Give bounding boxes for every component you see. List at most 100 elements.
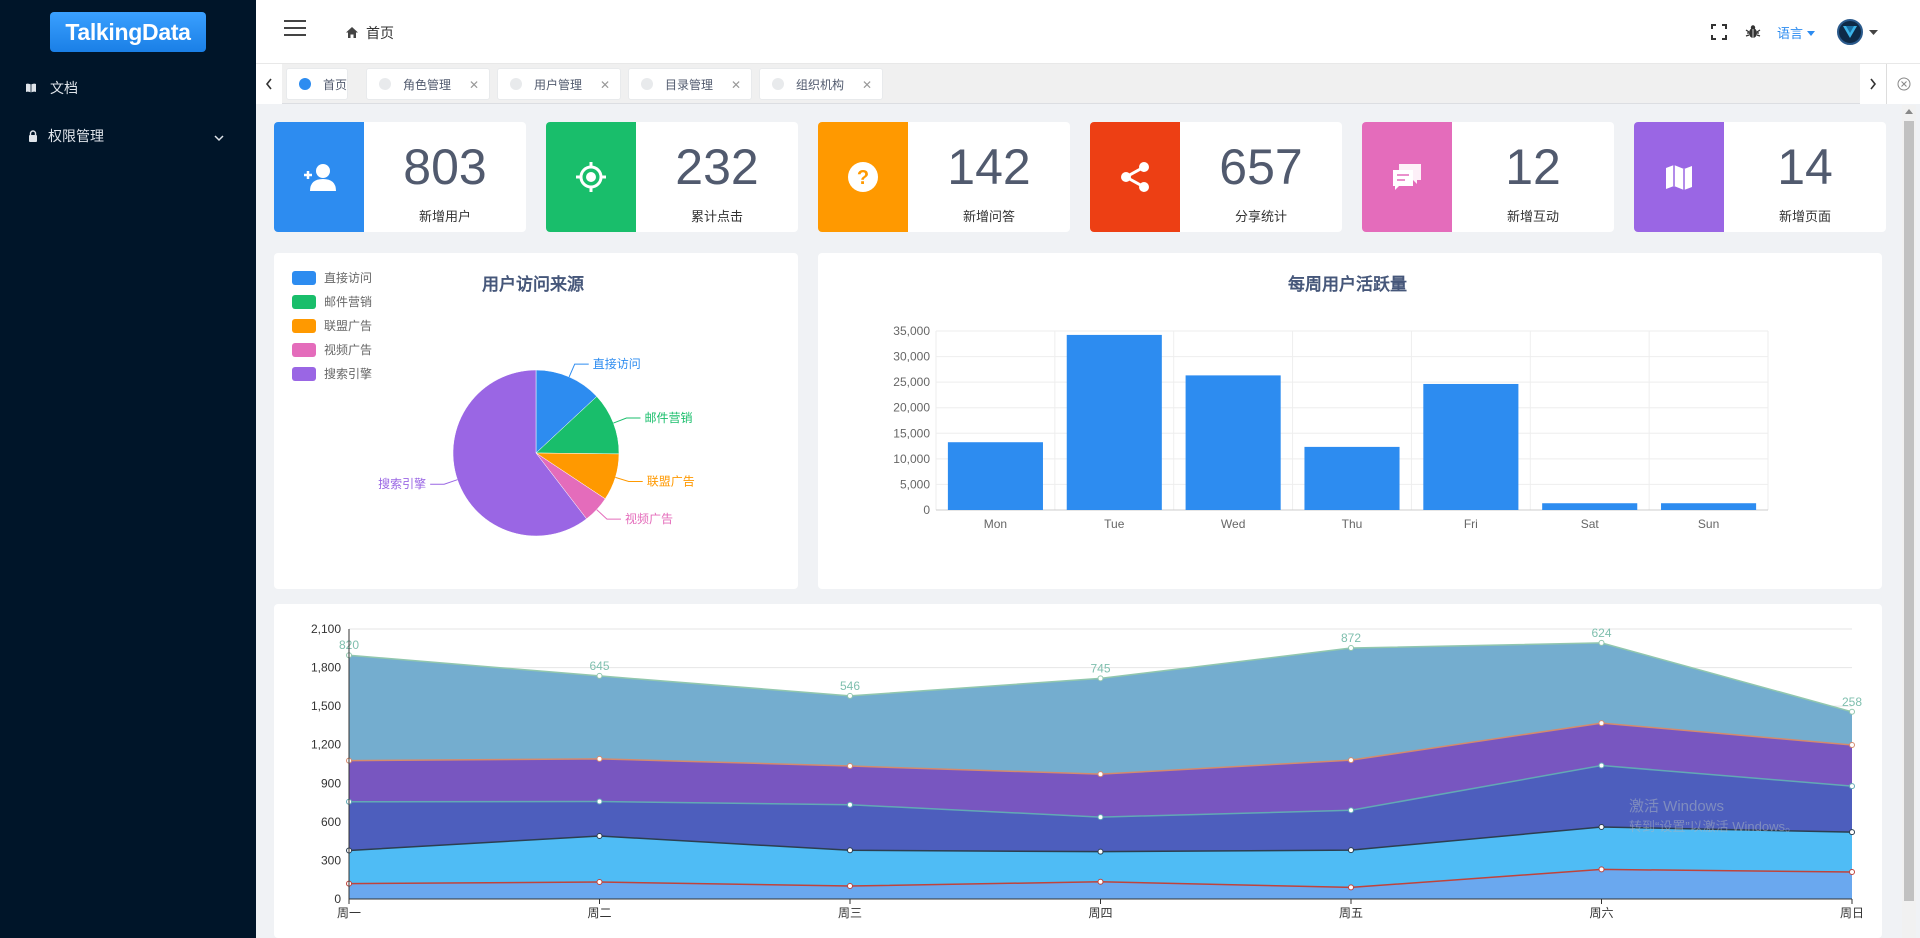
data-point — [1348, 884, 1354, 891]
tab-home[interactable]: 首页 — [286, 68, 348, 100]
pie-label: 邮件营销 — [644, 411, 692, 425]
pie-leader-line — [430, 479, 458, 485]
chevron-down-icon[interactable] — [214, 129, 224, 145]
caret-down-icon — [1807, 25, 1815, 40]
legend-label: 视频广告 — [324, 342, 372, 357]
data-point — [1849, 869, 1855, 875]
pie-label: 联盟广告 — [647, 474, 695, 488]
data-point — [1097, 848, 1104, 855]
bar-chart-card: 每周用户活跃量 0 5,000 10,000 15,000 20,000 25,000 30… — [818, 253, 1882, 589]
watermark-title: 激活 Windows — [1629, 798, 1725, 815]
chart-title: 每周用户活跃量 — [1288, 275, 1407, 294]
data-label: 872 — [1341, 631, 1361, 645]
stacked-area-chart: 03006009001,2001,5001,8002,1008206455467… — [311, 622, 1864, 920]
caret-down-icon[interactable] — [1869, 23, 1878, 41]
tab-directory-management[interactable]: 目录管理 ✕ — [628, 68, 752, 100]
x-tick-label: Sun — [1698, 517, 1719, 531]
data-point — [596, 879, 603, 886]
tab-organization[interactable]: 组织机构 ✕ — [759, 68, 883, 100]
data-point — [1849, 708, 1855, 715]
stat-card-shares: 657 分享统计 — [1090, 122, 1342, 232]
language-dropdown[interactable]: 语言 — [1777, 23, 1815, 42]
watermark-subtitle: 转到“设置”以激活 Windows。 — [1629, 819, 1799, 834]
data-point — [596, 672, 603, 679]
data-point — [1598, 762, 1605, 769]
breadcrumb-home[interactable]: 首页 — [366, 25, 394, 41]
legend-swatch — [292, 319, 316, 333]
legend-swatch — [292, 343, 316, 357]
data-point — [1348, 757, 1354, 764]
data-point — [1598, 720, 1605, 727]
y-tick-label: 300 — [321, 853, 341, 867]
stat-card-new-users: 803 新增用户 — [274, 122, 526, 232]
chat-icon — [1362, 122, 1452, 232]
area-chart-card: 0 300 600 900 1,200 1,500 1,800 2,100 820 645 546 7… — [274, 604, 1882, 938]
bug-icon[interactable] — [1743, 22, 1763, 42]
y-tick-label: 0 — [923, 503, 930, 517]
stat-card-interactions: 12 新增互动 — [1362, 122, 1614, 232]
data-point — [1097, 771, 1104, 778]
fullscreen-icon[interactable] — [1709, 22, 1729, 42]
chart-title: 用户访问来源 — [482, 275, 584, 294]
data-point — [1849, 783, 1855, 790]
scrollbar[interactable] — [1902, 105, 1916, 938]
sidebar-item-label: 权限管理 — [48, 128, 104, 144]
data-point — [1598, 639, 1605, 646]
data-point — [1097, 675, 1104, 682]
y-tick-label: 2,100 — [311, 622, 341, 636]
y-tick-label: 10,000 — [893, 452, 930, 466]
data-label: 745 — [1090, 661, 1110, 675]
stat-label: 新增用户 — [418, 209, 471, 224]
sidebar-item-permissions[interactable]: 权限管理 — [0, 112, 256, 160]
data-label: 258 — [1842, 695, 1862, 709]
locate-icon — [546, 122, 636, 232]
data-point — [847, 847, 853, 854]
pie-label: 视频广告 — [625, 511, 673, 526]
data-point — [847, 883, 853, 890]
close-icon[interactable]: ✕ — [730, 78, 741, 92]
stat-value: 14 — [1777, 139, 1833, 195]
close-icon[interactable]: ✕ — [468, 78, 479, 92]
pie-chart-card: 用户访问来源 直接访问 邮件营销 联盟广告 视频广告 搜索引擎 直接访问 邮件营销 联盟广告视… — [274, 253, 798, 589]
data-label: 645 — [589, 659, 609, 673]
stat-value: 657 — [1219, 139, 1303, 195]
bar — [1542, 503, 1638, 510]
breadcrumb: 首页 — [346, 23, 394, 43]
legend-swatch — [292, 295, 316, 309]
bar — [1185, 375, 1281, 510]
stat-label: 新增互动 — [1506, 209, 1559, 224]
stat-card-new-questions: ? 142 新增问答 — [818, 122, 1070, 232]
brand-logo[interactable]: TalkingData — [50, 12, 206, 52]
data-point — [1849, 829, 1855, 836]
y-tick-label: 1,500 — [311, 699, 341, 713]
pie-label: 直接访问 — [593, 356, 641, 371]
tab-user-management[interactable]: 用户管理 ✕ — [497, 68, 621, 100]
tab-label: 组织机构 — [796, 77, 845, 92]
area-layer — [349, 827, 1852, 888]
pie-leader-line — [568, 363, 589, 378]
data-point — [1598, 866, 1605, 873]
data-point — [847, 763, 853, 770]
legend-label: 直接访问 — [324, 270, 372, 285]
data-label: 546 — [840, 679, 860, 693]
bar — [947, 442, 1043, 510]
close-all-tabs-icon[interactable] — [1886, 64, 1920, 104]
x-tick-label: Tue — [1104, 517, 1125, 531]
close-icon[interactable]: ✕ — [599, 78, 610, 92]
menu-toggle-icon[interactable] — [284, 20, 306, 38]
sidebar-item-docs[interactable]: 文档 — [0, 64, 256, 112]
help-icon: ? — [818, 122, 908, 232]
x-tick-label: 周四 — [1088, 906, 1112, 920]
scrollbar-thumb[interactable] — [1904, 121, 1914, 901]
legend-label: 搜索引擎 — [324, 366, 372, 381]
avatar[interactable] — [1837, 19, 1863, 45]
tab-role-management[interactable]: 角色管理 ✕ — [366, 68, 490, 100]
close-icon[interactable]: ✕ — [861, 78, 872, 92]
pie-slice — [535, 369, 598, 454]
legend-label: 邮件营销 — [324, 295, 372, 309]
x-tick-label: Sat — [1581, 517, 1600, 531]
data-point — [1598, 824, 1605, 830]
tabs-scroll-right-icon[interactable] — [1860, 64, 1886, 104]
tabs-scroll-left-icon[interactable] — [256, 64, 282, 104]
